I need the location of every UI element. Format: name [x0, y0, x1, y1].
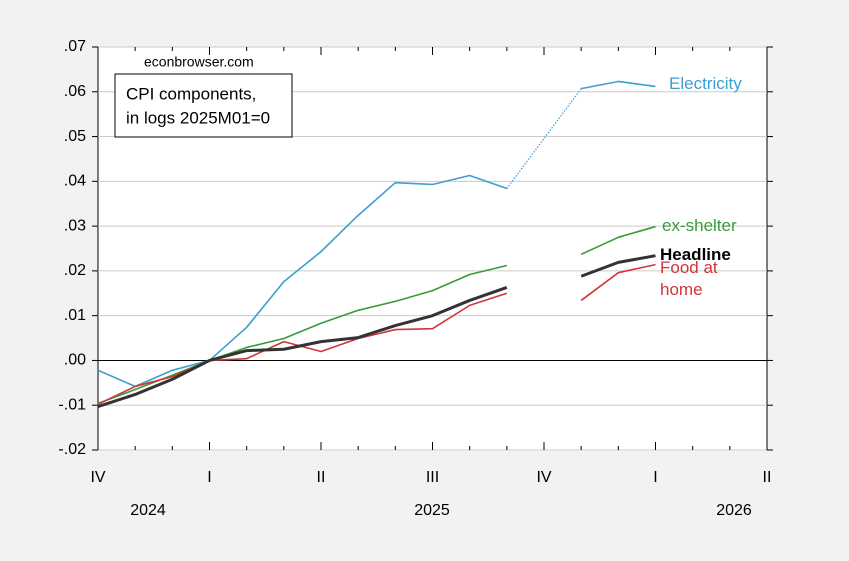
series-line [580, 225, 656, 256]
annotation: in logs 2025M01=0 [126, 108, 270, 127]
x-tick-label: II [763, 469, 772, 486]
x-tick-label: III [426, 469, 439, 486]
x-tick-label: IV [536, 469, 551, 486]
series-label: Food at home [660, 258, 718, 299]
y-tick-label: -.01 [58, 396, 86, 413]
y-tick-label: .04 [64, 173, 86, 190]
series-label: ex-shelter [662, 216, 737, 235]
y-tick-label: .01 [64, 307, 86, 324]
series-line [580, 254, 656, 278]
x-tick-label: IV [90, 469, 105, 486]
y-tick-label: .05 [64, 128, 86, 145]
source: econbrowser.com [144, 54, 254, 70]
annotation-box [114, 73, 293, 138]
y-tick-label: .02 [64, 262, 86, 279]
y-tick-label: .03 [64, 217, 86, 234]
y-tick-label: .07 [64, 38, 86, 55]
series-label: Electricity [669, 74, 742, 93]
series-line [580, 263, 656, 302]
x-tick-label: I [653, 469, 657, 486]
year-label: 2024 [130, 502, 166, 519]
y-tick-label: .00 [64, 352, 86, 369]
series-line [581, 80, 656, 90]
year-label: 2026 [716, 502, 752, 519]
series-label: Headline [660, 245, 731, 264]
y-tick-label: -.02 [58, 441, 86, 458]
x-tick-label: I [207, 469, 211, 486]
year-label: 2025 [414, 502, 450, 519]
y-tick-label: .06 [64, 83, 86, 100]
series-line [97, 286, 508, 408]
annotation: CPI components, [126, 84, 256, 103]
x-tick-label: II [317, 469, 326, 486]
series-line [97, 174, 508, 388]
